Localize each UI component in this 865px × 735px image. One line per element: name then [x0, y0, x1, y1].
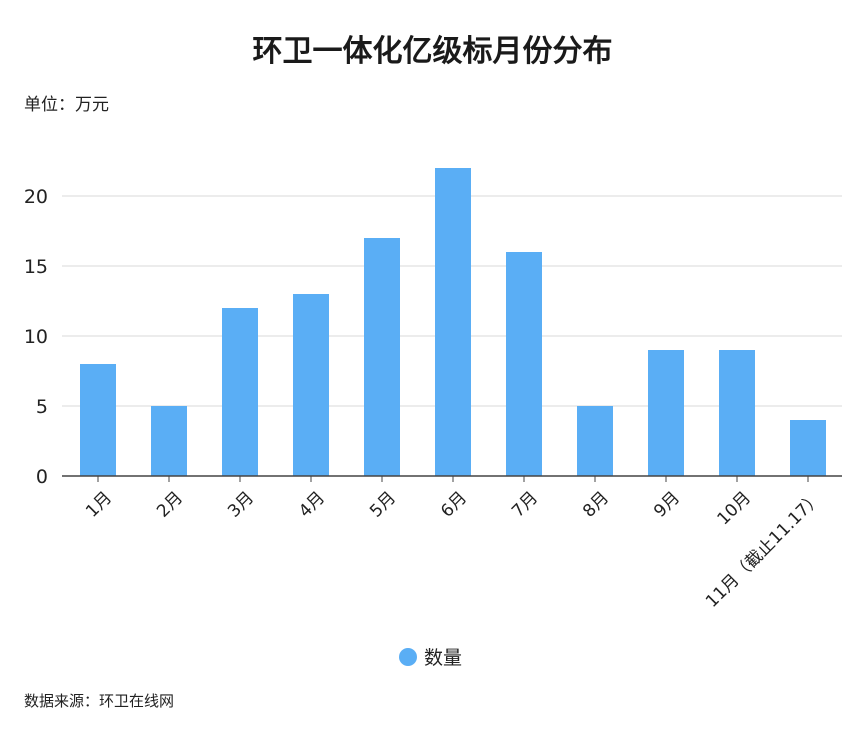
legend-swatch[interactable] [399, 648, 417, 666]
bars [80, 168, 826, 476]
y-tick-label: 0 [36, 466, 48, 488]
x-tick-label: 8月 [579, 488, 613, 522]
x-tick-label: 2月 [153, 488, 187, 522]
legend[interactable]: 数量 [399, 647, 462, 669]
y-tick-labels: 0 5 10 15 20 [24, 186, 48, 488]
x-tick-label: 7月 [508, 488, 542, 522]
bar[interactable] [222, 308, 258, 476]
x-tick-label: 6月 [437, 488, 471, 522]
bar[interactable] [80, 364, 116, 476]
x-tick-label: 3月 [224, 488, 258, 522]
bar[interactable] [364, 238, 400, 476]
y-tick-label: 15 [24, 256, 48, 278]
bar[interactable] [790, 420, 826, 476]
x-tick-label: 5月 [366, 488, 400, 522]
bar[interactable] [577, 406, 613, 476]
legend-label[interactable]: 数量 [424, 647, 462, 669]
x-tick-label: 9月 [650, 488, 684, 522]
chart-title: 环卫一体化亿级标月份分布 [252, 34, 613, 69]
y-tick-label: 20 [24, 186, 48, 208]
unit-label: 单位：万元 [24, 95, 109, 115]
bar[interactable] [506, 252, 542, 476]
source-note: 数据来源：环卫在线网 [24, 692, 175, 710]
bar[interactable] [719, 350, 755, 476]
x-tick-label: 4月 [295, 488, 329, 522]
x-tick-label: 1月 [82, 488, 116, 522]
bar[interactable] [151, 406, 187, 476]
y-tick-label: 10 [24, 326, 48, 348]
bar[interactable] [648, 350, 684, 476]
bar[interactable] [293, 294, 329, 476]
x-tick-label: 10月 [714, 488, 755, 529]
y-tick-label: 5 [36, 396, 48, 418]
bar[interactable] [435, 168, 471, 476]
x-tick-label: 11月（截止11.17） [702, 488, 826, 612]
